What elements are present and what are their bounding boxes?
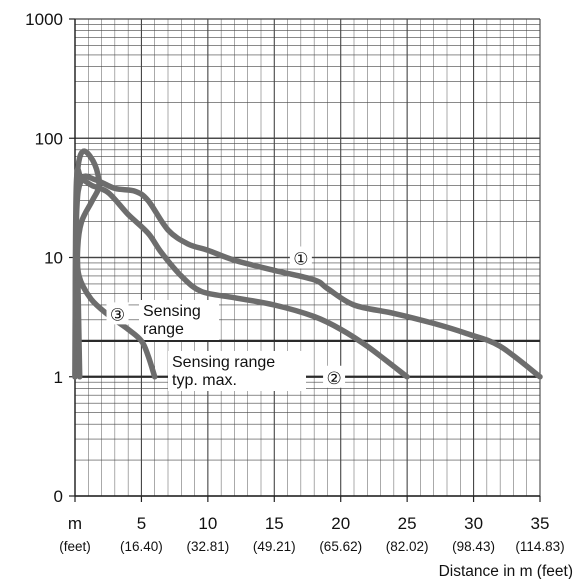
- x-tick-sublabel: (32.81): [186, 539, 229, 554]
- curve-1: [72, 173, 543, 380]
- x-tick-sublabel: (82.02): [386, 539, 429, 554]
- y-tick-label: 1: [54, 368, 63, 387]
- curve-marker-2: ②: [326, 369, 341, 388]
- annotation-background: [168, 351, 306, 391]
- sensing-range-label-1: Sensing: [143, 303, 201, 320]
- marker-background: [323, 365, 346, 388]
- y-tick-label: 1000: [25, 10, 63, 29]
- x-axis-label: Distance in m (feet): [439, 563, 573, 579]
- x-tick-sublabel: (49.21): [253, 539, 296, 554]
- x-tick-label: 20: [331, 514, 350, 533]
- curve-marker-3: ③: [110, 305, 125, 324]
- sensing-range-label-2: range: [143, 321, 184, 338]
- y-tick-label: 100: [35, 129, 63, 148]
- curves: ① ② ③: [72, 148, 543, 388]
- x-tick-sublabel: (98.43): [452, 539, 495, 554]
- x-tick-label: m: [68, 514, 82, 533]
- x-tick-sublabel: (feet): [59, 539, 91, 554]
- curve-marker-1: ①: [293, 250, 308, 269]
- y-tick-label: 10: [44, 249, 63, 268]
- x-tick-label: 5: [137, 514, 146, 533]
- x-tick-label: 30: [464, 514, 483, 533]
- x-tick-sublabel: (114.83): [515, 539, 564, 554]
- x-tick-label: 35: [531, 514, 550, 533]
- marker-background: [289, 246, 312, 269]
- annotation-background: [139, 300, 219, 340]
- sensing-max-label-1: Sensing range: [172, 354, 275, 371]
- curve-2: [72, 166, 410, 380]
- tick-labels: 0 1 10 100 1000 m (feet) 5 (16.40) 10 (32.81) 15 (49…: [25, 10, 564, 554]
- sensing-max-label-2: typ. max.: [172, 372, 237, 389]
- y-tick-label: 0: [54, 487, 63, 506]
- curve-3: [73, 148, 158, 380]
- x-tick-label: 15: [265, 514, 284, 533]
- x-tick-label: 10: [198, 514, 217, 533]
- x-tick-sublabel: (65.62): [319, 539, 362, 554]
- x-tick-label: 25: [398, 514, 417, 533]
- x-tick-sublabel: (16.40): [120, 539, 163, 554]
- annotations: Sensing range Sensing range typ. max.: [143, 303, 275, 389]
- marker-background: [106, 302, 129, 325]
